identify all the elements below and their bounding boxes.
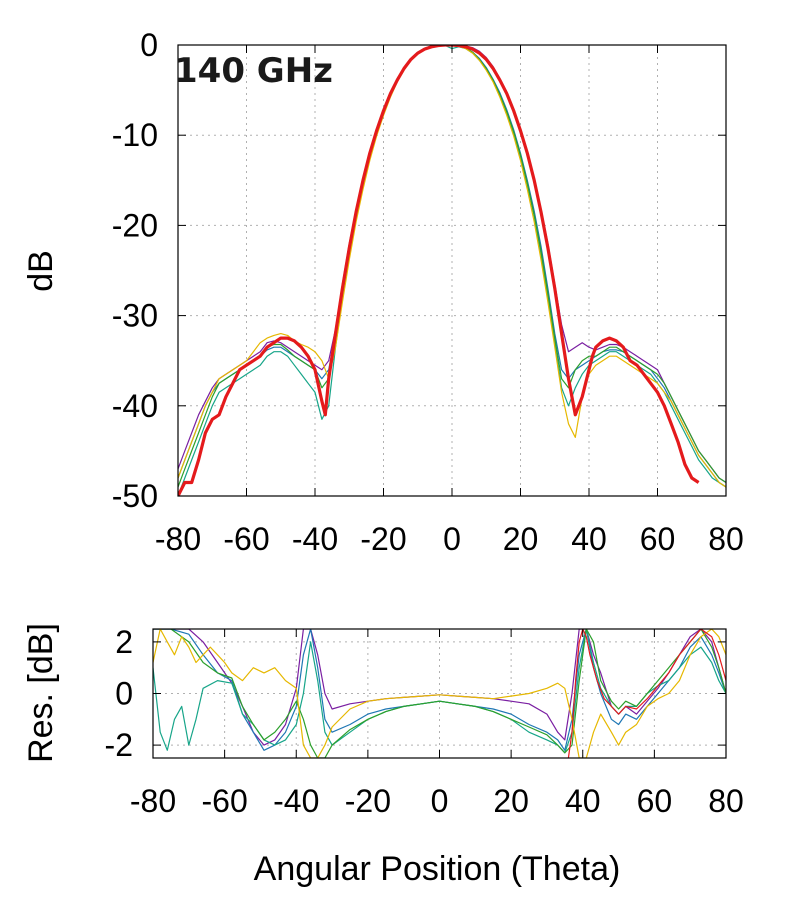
model-line — [178, 45, 700, 496]
top-x-tick-label: -20 — [360, 521, 406, 557]
bottom-x-tick-label: 80 — [708, 783, 744, 819]
bottom-x-tick-label: 40 — [565, 783, 601, 819]
top-y-tick-labels: 0 -10 -20 -30 -40 -50 — [112, 27, 158, 514]
top-x-tick-label: 60 — [640, 521, 676, 557]
residual-line-5 — [153, 629, 726, 758]
bottom-x-tick-label: 0 — [431, 783, 449, 819]
measurement-line-3 — [178, 45, 726, 496]
residual-line-4 — [153, 629, 726, 758]
bottom-ticks — [152, 629, 727, 758]
bottom-y-axis-title: Res. [dB] — [22, 623, 60, 763]
top-x-tick-label: 40 — [571, 521, 607, 557]
top-x-tick-label: 80 — [708, 521, 744, 557]
bottom-x-tick-label: -60 — [202, 783, 248, 819]
bottom-y-tick-label: 2 — [115, 624, 133, 660]
top-y-tick-label: -10 — [112, 117, 158, 153]
bottom-x-tick-labels: -80 -60 -40 -20 0 20 40 60 80 — [130, 783, 744, 819]
top-x-tick-label: -60 — [223, 521, 269, 557]
top-ticks — [177, 44, 727, 497]
top-x-tick-labels: -80 -60 -40 -20 0 20 40 60 80 — [155, 521, 744, 557]
residual-line-1 — [153, 629, 726, 746]
top-y-tick-label: -30 — [112, 298, 158, 334]
top-y-tick-label: -50 — [112, 478, 158, 514]
bottom-y-tick-labels: 2 0 -2 — [105, 624, 133, 763]
bottom-x-tick-label: -20 — [345, 783, 391, 819]
top-x-tick-label: 0 — [443, 521, 461, 557]
frequency-annotation: 140 GHz — [174, 51, 333, 91]
bottom-x-tick-label: -40 — [273, 783, 319, 819]
bottom-x-tick-label: -80 — [130, 783, 176, 819]
top-x-tick-label: 20 — [503, 521, 539, 557]
residual-line-6 — [567, 629, 726, 758]
beam-pattern-plot: 0 -10 -20 -30 -40 -50 -80 -60 -40 -20 0 20 40 60 80 1… — [22, 27, 744, 557]
bottom-y-tick-label: -2 — [105, 727, 133, 763]
bottom-x-tick-label: 60 — [637, 783, 673, 819]
top-x-tick-label: -40 — [292, 521, 338, 557]
bottom-y-tick-label: 0 — [115, 676, 133, 712]
residual-plot: 20-2 -80 -60 -40 -20 0 20 40 60 80 Res. [dB] Ang… — [22, 623, 744, 888]
top-y-tick-label: 0 — [140, 27, 158, 63]
top-y-tick-label: -20 — [112, 207, 158, 243]
top-x-tick-label: -80 — [155, 521, 201, 557]
top-y-tick-label: -40 — [112, 388, 158, 424]
bottom-x-tick-label: 20 — [493, 783, 529, 819]
bottom-series-group — [153, 629, 726, 758]
top-grid — [177, 44, 727, 497]
top-y-axis-title: dB — [22, 250, 60, 292]
bottom-grid — [152, 629, 727, 758]
x-axis-title: Angular Position (Theta) — [254, 850, 621, 888]
measurement-line-1 — [178, 45, 726, 484]
